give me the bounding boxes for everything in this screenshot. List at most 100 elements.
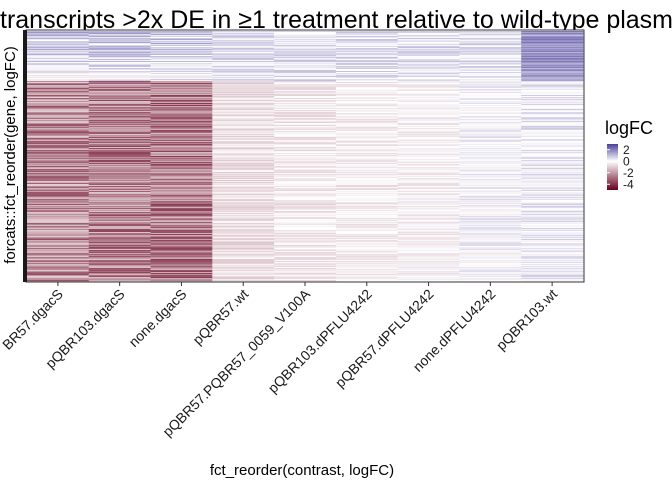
heatmap-cell <box>27 247 90 249</box>
heatmap-cell <box>397 44 460 46</box>
heatmap-cell <box>397 178 460 180</box>
heatmap-cell <box>212 118 275 120</box>
heatmap-cell <box>88 119 151 121</box>
heatmap-cell <box>150 40 213 42</box>
heatmap-cell <box>274 256 337 258</box>
heatmap-cell <box>27 33 90 35</box>
heatmap-cell <box>274 263 337 265</box>
heatmap-cell <box>88 73 151 75</box>
heatmap-cell <box>397 48 460 50</box>
heatmap-cell <box>397 172 460 174</box>
heatmap-cell <box>150 220 213 222</box>
heatmap-cell <box>397 75 460 77</box>
heatmap-cell <box>212 173 275 175</box>
heatmap-cell <box>459 260 522 262</box>
heatmap-cell <box>27 252 90 254</box>
heatmap-cell <box>521 261 584 263</box>
heatmap-cell <box>335 206 398 208</box>
heatmap-cell <box>88 265 151 267</box>
heatmap-cell <box>88 174 151 176</box>
heatmap-cell <box>459 167 522 169</box>
heatmap-cell <box>274 235 337 237</box>
heatmap-cell <box>27 124 90 126</box>
heatmap-cell <box>274 180 337 182</box>
heatmap-cell <box>27 228 90 230</box>
heatmap-cell <box>150 225 213 227</box>
heatmap-cell <box>150 146 213 148</box>
heatmap-cell <box>459 60 522 62</box>
heatmap-cell <box>88 247 151 249</box>
heatmap-cell <box>397 55 460 57</box>
heatmap-cell <box>397 95 460 97</box>
heatmap-cell <box>150 134 213 136</box>
heatmap-cell <box>521 195 584 197</box>
heatmap-cell <box>335 255 398 257</box>
heatmap-cell <box>212 81 275 83</box>
heatmap-cell <box>274 34 337 36</box>
heatmap-cell <box>335 35 398 37</box>
heatmap-cell <box>274 262 337 264</box>
heatmap-cell <box>521 270 584 272</box>
heatmap-cell <box>212 32 275 34</box>
heatmap-cell <box>521 164 584 166</box>
heatmap-cell <box>212 262 275 264</box>
heatmap-cell <box>150 190 213 192</box>
heatmap-cell <box>274 123 337 125</box>
heatmap-cell <box>212 108 275 110</box>
heatmap-cell <box>397 74 460 76</box>
heatmap-cell <box>27 106 90 108</box>
heatmap-cell <box>397 117 460 119</box>
heatmap-cell <box>212 111 275 113</box>
heatmap-cell <box>397 214 460 216</box>
heatmap-cell <box>459 224 522 226</box>
heatmap-cell <box>459 198 522 200</box>
heatmap-cell <box>397 81 460 83</box>
heatmap-cell <box>88 39 151 41</box>
heatmap-cell <box>335 92 398 94</box>
heatmap-cell <box>274 222 337 224</box>
heatmap-cell <box>150 137 213 139</box>
heatmap-cell <box>150 151 213 153</box>
heatmap-cell <box>27 202 90 204</box>
heatmap-cell <box>459 107 522 109</box>
heatmap-cell <box>88 87 151 89</box>
heatmap-cell <box>397 157 460 159</box>
heatmap-cell <box>212 226 275 228</box>
heatmap-cell <box>521 136 584 138</box>
heatmap-cell <box>88 222 151 224</box>
heatmap-cell <box>521 215 584 217</box>
heatmap-cell <box>88 140 151 142</box>
heatmap-cell <box>521 216 584 218</box>
heatmap-cell <box>88 172 151 174</box>
heatmap-cell <box>88 191 151 193</box>
legend-tick-label: 2 <box>623 143 630 157</box>
heatmap-cell <box>150 122 213 124</box>
heatmap-cell <box>459 100 522 102</box>
heatmap-cell <box>274 108 337 110</box>
heatmap-cell <box>335 66 398 68</box>
heatmap-cell <box>459 132 522 134</box>
heatmap-cell <box>274 55 337 57</box>
heatmap-cell <box>88 164 151 166</box>
heatmap-cell <box>459 195 522 197</box>
heatmap-cell <box>335 75 398 77</box>
heatmap-cell <box>27 204 90 206</box>
heatmap-cell <box>335 45 398 47</box>
heatmap-cell <box>27 148 90 150</box>
heatmap-cell <box>335 171 398 173</box>
heatmap-cell <box>335 54 398 56</box>
heatmap-cell <box>335 104 398 106</box>
heatmap-cell <box>150 53 213 55</box>
heatmap-cell <box>212 234 275 236</box>
heatmap-cell <box>150 236 213 238</box>
heatmap-cell <box>27 113 90 115</box>
legend-title: logFC <box>605 118 653 138</box>
heatmap-cell <box>150 135 213 137</box>
heatmap-cell <box>212 150 275 152</box>
heatmap-cell <box>212 167 275 169</box>
heatmap-cell <box>459 250 522 252</box>
heatmap-cell <box>459 127 522 129</box>
heatmap-cell <box>459 225 522 227</box>
heatmap-cell <box>335 46 398 48</box>
heatmap-cell <box>335 76 398 78</box>
